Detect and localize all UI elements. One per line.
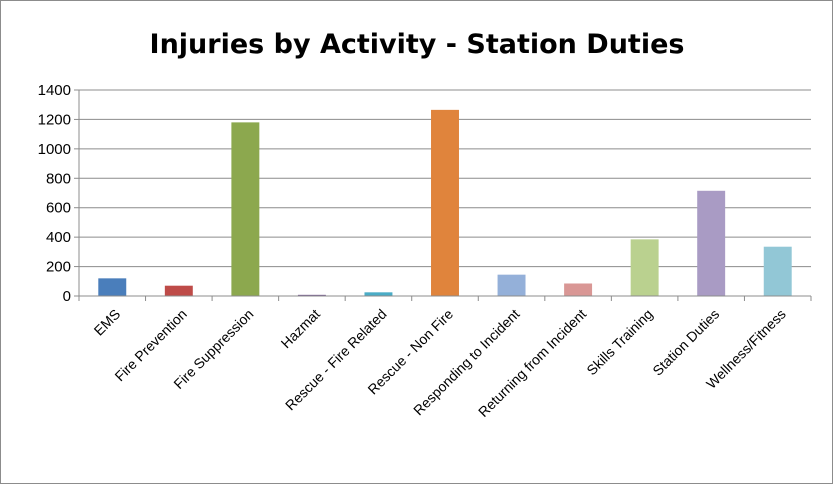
x-category-label: EMS: [91, 306, 124, 339]
y-tick-label: 800: [46, 170, 71, 187]
bar-fire-prevention: [164, 285, 193, 296]
bar-rescue-non-fire: [431, 109, 459, 296]
y-tick-label: 200: [46, 259, 71, 276]
bar-wellness-fitness: [763, 246, 792, 296]
y-tick-label: 400: [46, 229, 71, 246]
y-tick-label: 1000: [38, 141, 71, 158]
axes: [78, 90, 812, 301]
y-tick-label: 1400: [38, 82, 71, 99]
bar-ems: [98, 278, 127, 296]
x-category-label: Returning from Incident: [475, 306, 589, 420]
bars: [98, 109, 792, 296]
bar-returning-from-incident: [564, 283, 593, 296]
x-category-label: Skills Training: [583, 306, 655, 378]
y-tick-label: 1200: [38, 111, 71, 128]
bar-station-duties: [697, 190, 726, 296]
bar-rescue-fire-related: [364, 292, 393, 296]
y-axis-ticks: 0 200 400 600 800 1000 1200 1400: [38, 82, 79, 305]
x-category-label: Hazmat: [278, 306, 323, 351]
bar-skills-training: [630, 239, 659, 296]
x-category-label: Station Duties: [649, 306, 722, 379]
chart-title: Injuries by Activity - Station Duties: [150, 29, 685, 60]
y-tick-label: 0: [63, 288, 71, 305]
bar-responding-to-incident: [497, 274, 526, 296]
bar-fire-suppression: [231, 122, 260, 296]
bar-hazmat: [297, 294, 326, 296]
y-tick-label: 600: [46, 200, 71, 217]
